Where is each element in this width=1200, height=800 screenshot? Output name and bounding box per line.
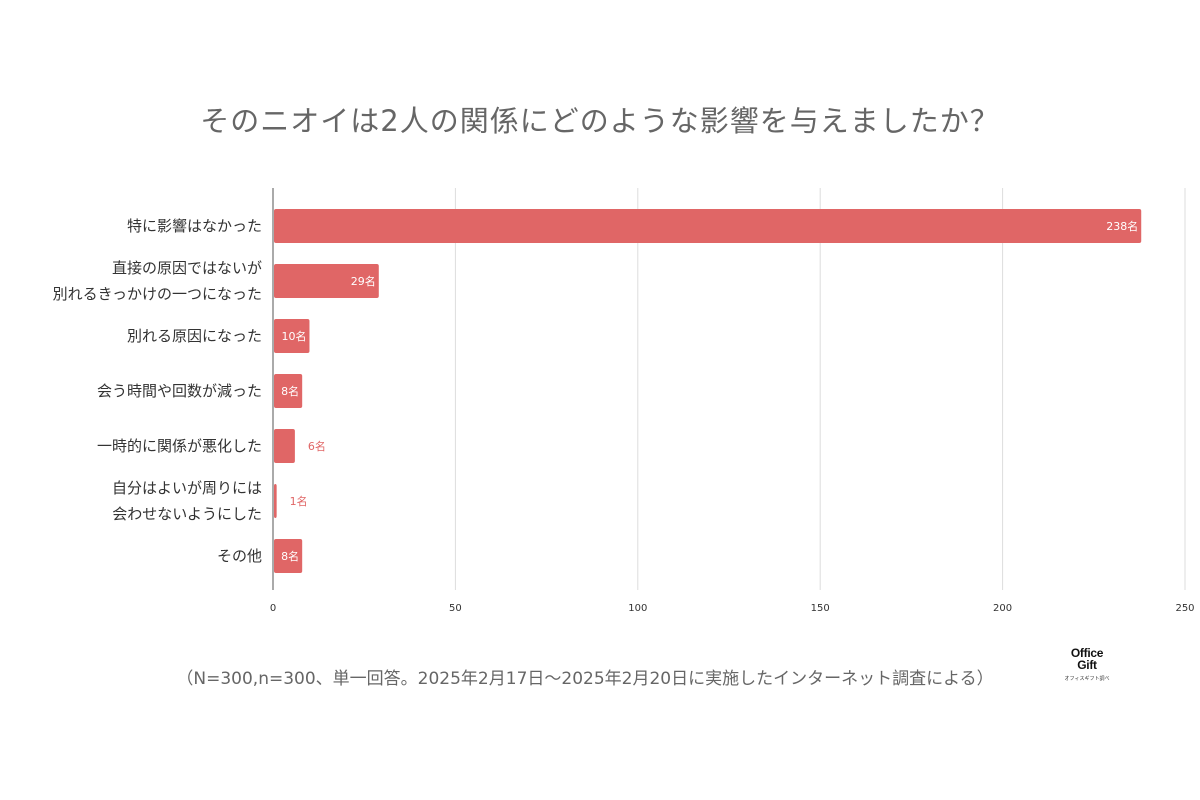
chart-title: そのニオイは2人の関係にどのような影響を与えましたか？ xyxy=(200,104,1000,138)
category-label: 一時的に関係が悪化した xyxy=(97,437,262,455)
data-label: 8名 xyxy=(281,384,299,398)
x-tick-label: 250 xyxy=(1175,603,1194,614)
category-label: 特に影響はなかった xyxy=(127,217,262,235)
bar xyxy=(274,484,277,518)
data-label: 238名 xyxy=(1106,219,1138,233)
bar xyxy=(274,264,379,298)
bar xyxy=(274,374,303,408)
x-axis-ticks: 0 50 100 150 200 250 xyxy=(270,603,1195,614)
category-label: 会う時間や回数が減った xyxy=(97,382,262,400)
x-tick-label: 0 xyxy=(270,603,276,614)
logo-line-1: Office xyxy=(1070,646,1104,660)
data-labels: 238名 29名 10名 8名 6名 1名 8名 xyxy=(281,219,1138,563)
bar xyxy=(274,319,310,353)
x-tick-label: 200 xyxy=(993,603,1012,614)
data-label: 1名 xyxy=(290,494,308,508)
category-label: 直接の原因ではないが別れるきっかけの一つになった xyxy=(53,259,262,303)
x-tick-label: 150 xyxy=(811,603,830,614)
bars xyxy=(274,209,1142,573)
bar xyxy=(274,429,295,463)
data-label: 8名 xyxy=(281,549,299,563)
bar xyxy=(274,209,1142,243)
data-label: 10名 xyxy=(281,329,306,343)
data-label: 29名 xyxy=(351,274,376,288)
logo-line-2: Gift xyxy=(1077,658,1097,672)
category-labels: 特に影響はなかった直接の原因ではないが別れるきっかけの一つになった別れる原因にな… xyxy=(53,217,262,565)
survey-footnote: （N=300,n=300、単一回答。2025年2月17日～2025年2月20日に… xyxy=(176,669,994,689)
x-tick-label: 100 xyxy=(628,603,647,614)
category-label: 自分はよいが周りには会わせないようにした xyxy=(112,479,262,523)
category-label: その他 xyxy=(217,547,262,565)
category-label: 別れる原因になった xyxy=(127,327,262,345)
data-label: 6名 xyxy=(308,439,326,453)
bar xyxy=(274,539,303,573)
x-tick-label: 50 xyxy=(449,603,462,614)
logo-subtext: オフィスギフト調べ xyxy=(1064,676,1110,682)
office-gift-logo: Office Gift オフィスギフト調べ xyxy=(1052,647,1122,682)
grid-lines xyxy=(454,188,1186,590)
